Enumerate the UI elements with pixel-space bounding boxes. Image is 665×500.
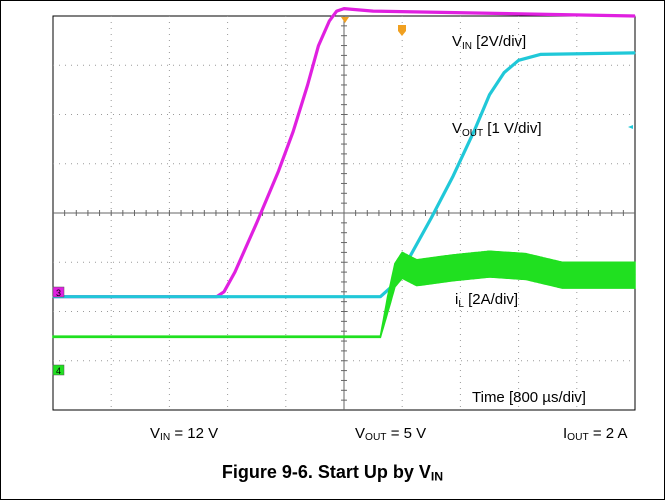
scope-markers: 34 (52, 17, 633, 376)
il-point (452, 266, 454, 268)
il-point (394, 273, 396, 276)
vout-point (634, 52, 636, 54)
vin-point (234, 271, 236, 273)
vout-point (379, 296, 381, 298)
condition-iout-subscript: OUT (567, 432, 589, 444)
vin-point (343, 8, 345, 10)
condition-vin-symbol: V (150, 425, 161, 442)
vout-point (539, 53, 542, 56)
il-point (379, 335, 381, 337)
condition-vout: VOUT = 5 V (355, 425, 427, 444)
vin-point (372, 10, 374, 12)
vout-label: VOUT [1 V/div] (452, 120, 541, 139)
vin-point (292, 131, 294, 133)
channel-ground-marker (52, 286, 65, 298)
vin-point (307, 84, 309, 86)
il-label: iL [2A/div] (455, 291, 518, 310)
vin-point (256, 222, 258, 224)
vin-point (634, 15, 636, 17)
condition-iout: IOUT = 2 A (563, 425, 628, 444)
trigger-level-marker (398, 25, 406, 36)
vin-point (277, 170, 280, 172)
caption-subscript: IN (430, 469, 444, 484)
vout-point (488, 94, 491, 96)
vout-point (452, 175, 454, 177)
vin-point (223, 291, 225, 293)
channel-number: 4 (56, 366, 61, 376)
condition-iout-symbol: I (563, 425, 568, 442)
vin-point (336, 10, 338, 12)
figure-caption: Figure 9-6. Start Up by VIN (0, 462, 665, 483)
il-point (525, 265, 527, 267)
condition-iout-value: = 2 A (588, 425, 628, 442)
condition-vout-subscript: OUT (365, 432, 387, 444)
il-point (561, 273, 563, 276)
il-point (401, 264, 403, 266)
caption-text: Figure 9-6. Start Up by V (221, 462, 431, 482)
vin-point (317, 44, 320, 47)
time-scale-label: Time [800 µs/div] (472, 389, 586, 406)
il-trace (52, 250, 636, 339)
vout-offset-marker (628, 125, 633, 129)
vin-label: VIN [2V/div] (452, 33, 526, 52)
condition-vin-value: = 12 V (170, 425, 219, 442)
vin-point (328, 20, 331, 22)
trace-group (52, 7, 636, 339)
trace-labels: VIN [2V/div] VOUT [1 V/div] iL [2A/div] Tim… (452, 33, 586, 406)
channel-number: 3 (56, 288, 61, 298)
il-point (488, 262, 491, 265)
vout-point (474, 128, 476, 130)
vout-point (518, 59, 520, 61)
vin-trace (53, 7, 636, 299)
condition-vout-value: = 5 V (386, 425, 427, 442)
channel-ground-marker (52, 364, 65, 376)
scope-grid (53, 16, 635, 410)
il-point (387, 303, 389, 305)
condition-vin: VIN = 12 V (150, 425, 219, 444)
il-point (52, 335, 54, 337)
trigger-time-marker (341, 17, 349, 23)
vout-point (430, 217, 432, 219)
il-point (416, 271, 418, 273)
oscilloscope-plot: 34 VIN [2V/div]VOUT [1 V/div]iL [2A/div]… (52, 7, 636, 411)
il-point (634, 273, 636, 276)
condition-vout-symbol: V (355, 425, 366, 442)
condition-vin-subscript: IN (160, 432, 171, 444)
il-point (598, 273, 600, 276)
vout-point (503, 72, 505, 74)
